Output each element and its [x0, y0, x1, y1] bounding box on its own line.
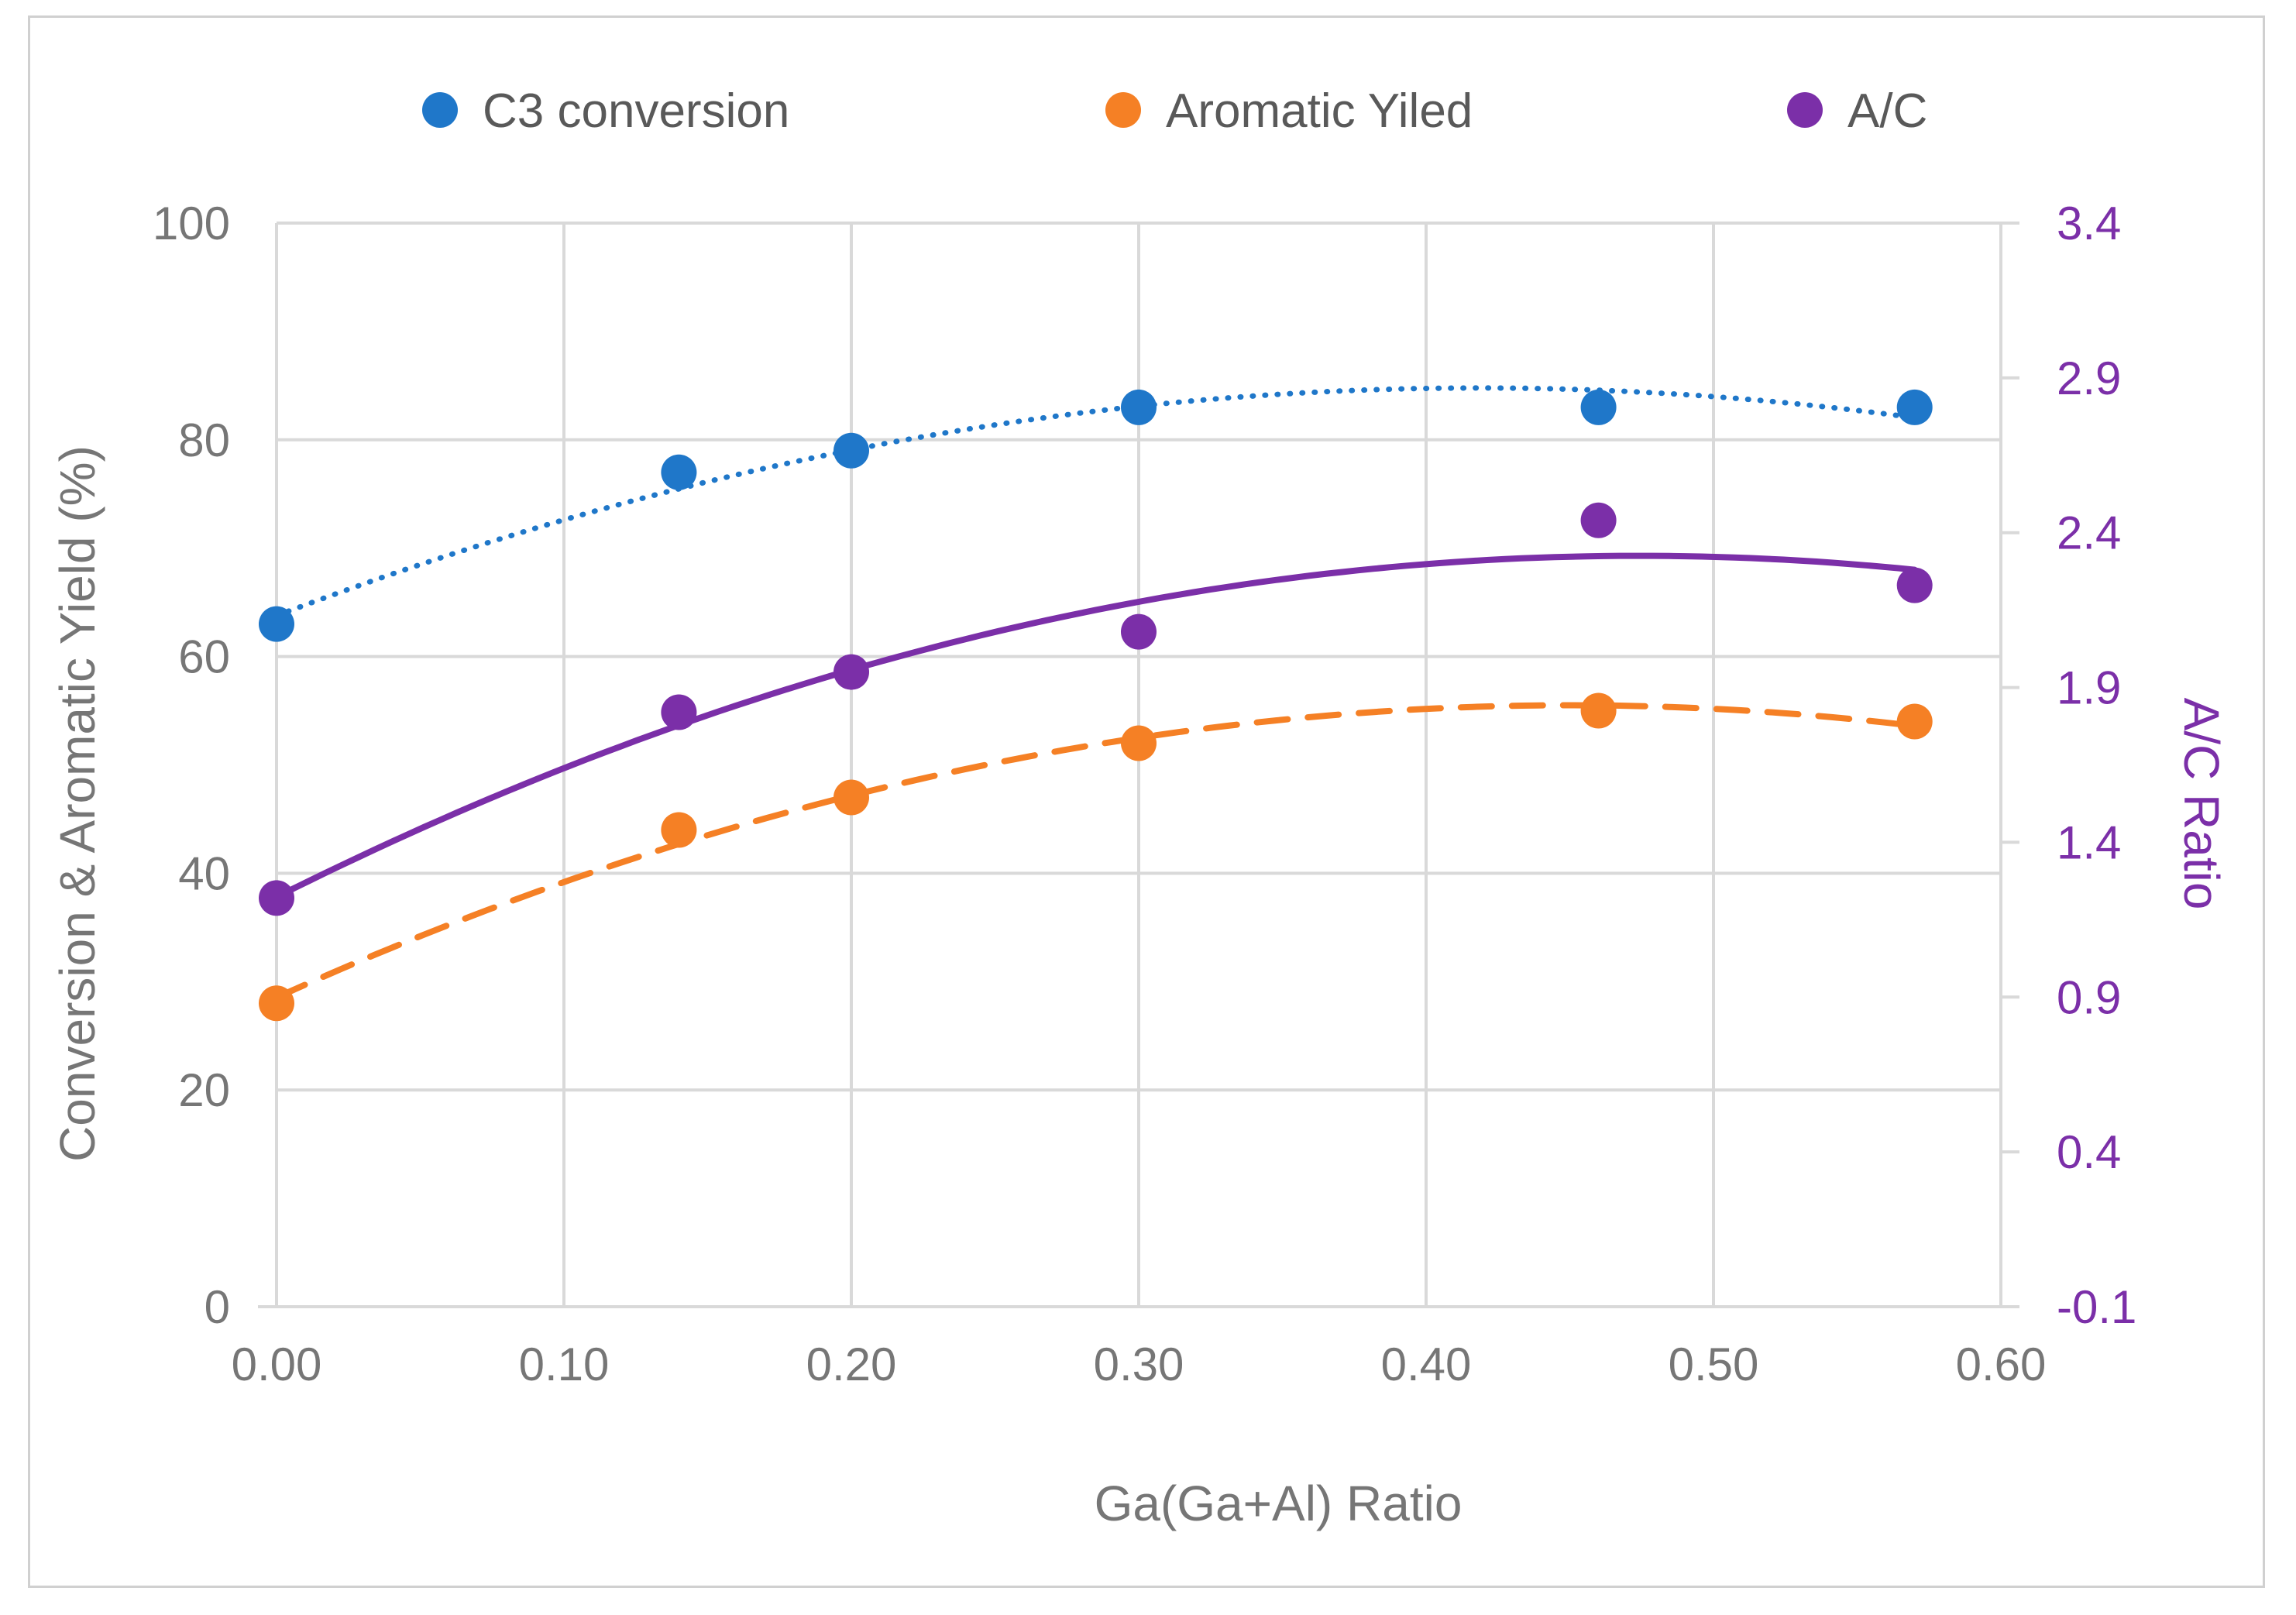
legend-item: C3 conversion — [422, 84, 789, 138]
legend-item: A/C — [1787, 84, 1927, 138]
x-tick-label: 0.40 — [1381, 1338, 1472, 1390]
chart-frame — [28, 15, 2265, 1588]
data-point-c3-conversion — [259, 606, 294, 642]
y-tick-label: 40 — [178, 847, 230, 899]
data-point-a-c — [834, 654, 869, 690]
y2-tick-label: 0.9 — [2057, 971, 2121, 1023]
data-point-a-c — [1896, 567, 1933, 603]
data-point-a-c — [259, 880, 294, 916]
y-axis-title: Conversion & Aromatic Yield (%) — [50, 445, 105, 1162]
x-tick-label: 0.10 — [519, 1338, 610, 1390]
legend-marker — [1105, 92, 1141, 128]
trendline-a-c — [273, 552, 1918, 900]
data-point-a-c — [1580, 502, 1617, 538]
legend-label: A/C — [1847, 84, 1927, 138]
data-point-c3-conversion — [834, 432, 869, 469]
y2-tick-label: 3.4 — [2057, 198, 2121, 249]
y-tick-label: 0 — [205, 1281, 230, 1333]
data-point-aromatic-yiled — [259, 985, 294, 1022]
trendline-c3-conversion — [273, 385, 1918, 619]
y-tick-label: 100 — [153, 198, 230, 249]
data-point-c3-conversion — [1580, 389, 1617, 425]
legend-label: C3 conversion — [483, 84, 789, 138]
legend-marker — [422, 92, 458, 128]
data-point-aromatic-yiled — [1580, 692, 1617, 729]
legend-marker — [1787, 92, 1823, 128]
data-point-aromatic-yiled — [1896, 703, 1933, 740]
y2-tick-label: 1.9 — [2057, 662, 2121, 714]
x-tick-label: 0.00 — [232, 1338, 322, 1390]
trendline-aromatic-yiled — [273, 702, 1918, 1001]
x-tick-label: 0.20 — [806, 1338, 897, 1390]
y2-tick-label: 1.4 — [2057, 816, 2121, 868]
y2-tick-label: 0.4 — [2057, 1126, 2121, 1178]
data-point-c3-conversion — [1121, 389, 1157, 425]
y2-tick-label: -0.1 — [2057, 1281, 2136, 1333]
data-point-aromatic-yiled — [661, 812, 697, 848]
y2-tick-label: 2.9 — [2057, 352, 2121, 404]
legend-label: Aromatic Yiled — [1166, 84, 1473, 138]
legend-item: Aromatic Yiled — [1105, 84, 1473, 138]
y-tick-label: 20 — [178, 1064, 230, 1116]
x-tick-label: 0.50 — [1669, 1338, 1759, 1390]
x-tick-label: 0.30 — [1094, 1338, 1184, 1390]
y-tick-label: 60 — [178, 631, 230, 683]
data-point-aromatic-yiled — [834, 779, 869, 816]
data-point-c3-conversion — [661, 454, 697, 490]
data-point-a-c — [1121, 613, 1157, 650]
data-point-aromatic-yiled — [1121, 725, 1157, 761]
y-tick-label: 80 — [178, 414, 230, 466]
data-point-a-c — [661, 694, 697, 730]
x-axis-title: Ga(Ga+Al) Ratio — [1095, 1476, 1462, 1531]
x-tick-label: 0.60 — [1956, 1338, 2047, 1390]
y2-tick-label: 2.4 — [2057, 507, 2121, 559]
y2-axis-title: A/C Ratio — [2174, 698, 2229, 910]
data-point-c3-conversion — [1896, 389, 1933, 425]
